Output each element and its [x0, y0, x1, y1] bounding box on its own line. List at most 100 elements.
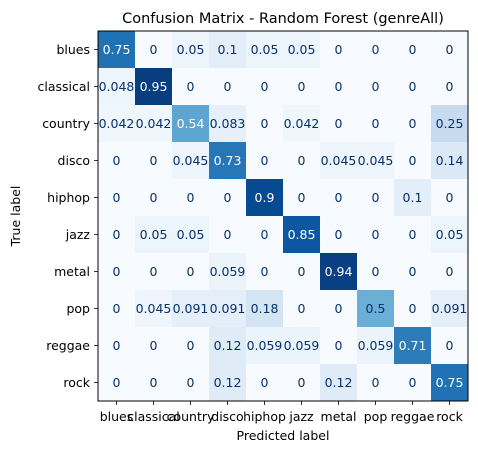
cell-label-8-7: 0.059	[358, 338, 394, 353]
y-tick-label-0: blues	[56, 42, 90, 57]
cell-3-1	[135, 142, 173, 180]
cell-label-8-5: 0.059	[284, 338, 320, 353]
cell-label-5-4: 0	[261, 227, 269, 242]
cell-label-4-3: 0	[224, 190, 232, 205]
cell-label-5-8: 0	[409, 227, 417, 242]
cell-label-1-0: 0.048	[99, 79, 135, 94]
cell-label-6-7: 0	[372, 264, 380, 279]
cell-label-8-3: 0.12	[214, 338, 242, 353]
cell-7-4	[246, 290, 284, 328]
cell-label-1-3: 0	[224, 79, 232, 94]
cell-label-7-3: 0.091	[210, 301, 246, 316]
y-tick-label-6: metal	[54, 264, 90, 279]
cell-label-3-4: 0	[261, 153, 269, 168]
x-tick-label-1: classical	[127, 409, 180, 424]
plot-frame	[97, 30, 469, 402]
cell-label-3-8: 0	[409, 153, 417, 168]
x-tick-label-6: metal	[321, 409, 357, 424]
cell-6-4	[246, 253, 284, 291]
cell-label-8-9: 0	[446, 338, 454, 353]
cell-5-3	[209, 216, 247, 254]
cell-label-6-3: 0.059	[210, 264, 246, 279]
cell-label-3-5: 0	[298, 153, 306, 168]
cell-label-7-2: 0.091	[173, 301, 209, 316]
cell-label-4-7: 0	[372, 190, 380, 205]
x-tick-label-0: blues	[100, 409, 134, 424]
cell-1-4	[246, 68, 284, 106]
cell-3-4	[246, 142, 284, 180]
cell-label-5-6: 0	[335, 227, 343, 242]
cell-label-5-2: 0.05	[177, 227, 205, 242]
cell-label-9-9: 0.75	[436, 375, 464, 390]
y-tick-label-3: disco	[58, 153, 90, 168]
cell-label-7-5: 0	[298, 301, 306, 316]
cell-label-4-0: 0	[113, 190, 121, 205]
cell-2-9	[431, 105, 469, 143]
cell-label-3-7: 0.045	[358, 153, 394, 168]
cell-5-9	[431, 216, 469, 254]
cell-4-8	[394, 179, 432, 217]
cell-label-7-8: 0	[409, 301, 417, 316]
cell-label-0-6: 0	[335, 42, 343, 57]
y-axis: blues classical country disco hiphop jazz meta…	[37, 42, 98, 390]
cell-label-4-4: 0.9	[255, 190, 275, 205]
cell-0-4	[246, 31, 284, 69]
y-tick-label-9: rock	[63, 375, 90, 390]
cell-1-0	[98, 68, 136, 106]
y-tick-label-4: hiphop	[47, 190, 90, 205]
cell-label-5-0: 0	[113, 227, 121, 242]
cell-6-1	[135, 253, 173, 291]
cell-0-9	[431, 31, 469, 69]
cell-8-8	[394, 327, 432, 365]
cell-6-0	[98, 253, 136, 291]
cell-label-1-6: 0	[335, 79, 343, 94]
cell-4-6	[320, 179, 358, 217]
cell-4-2	[172, 179, 210, 217]
cell-2-5	[283, 105, 321, 143]
cell-label-9-4: 0	[261, 375, 269, 390]
cell-7-8	[394, 290, 432, 328]
cell-9-3	[209, 364, 247, 402]
cell-label-1-9: 0	[446, 79, 454, 94]
cell-4-3	[209, 179, 247, 217]
cell-label-3-6: 0.045	[321, 153, 357, 168]
cell-label-8-6: 0	[335, 338, 343, 353]
cell-label-6-1: 0	[150, 264, 158, 279]
chart-title: Confusion Matrix - Random Forest (genreA…	[122, 11, 444, 27]
cell-3-9	[431, 142, 469, 180]
cell-3-8	[394, 142, 432, 180]
cell-8-7	[357, 327, 395, 365]
cell-label-2-8: 0	[409, 116, 417, 131]
cell-label-7-9: 0.091	[432, 301, 468, 316]
cell-label-5-7: 0	[372, 227, 380, 242]
cell-label-9-3: 0.12	[214, 375, 242, 390]
y-axis-label: True label	[8, 186, 23, 248]
cell-label-3-2: 0.045	[173, 153, 209, 168]
cell-9-6	[320, 364, 358, 402]
cell-1-7	[357, 68, 395, 106]
cell-label-0-4: 0.05	[251, 42, 279, 57]
cell-label-5-5: 0.85	[288, 227, 316, 242]
x-axis-label: Predicted label	[237, 428, 330, 443]
cell-5-1	[135, 216, 173, 254]
heatmap-cells: 0.75 0 0.05 0.1 0.05 0.05 0 0 0 00.048 0.95 0 0 0 0 0 0 0…	[98, 31, 469, 402]
x-tick-label-7: pop	[364, 409, 388, 424]
cell-7-0	[98, 290, 136, 328]
cell-label-3-0: 0	[113, 153, 121, 168]
cell-0-8	[394, 31, 432, 69]
cell-label-6-9: 0	[446, 264, 454, 279]
cell-6-9	[431, 253, 469, 291]
cell-label-0-0: 0.75	[103, 42, 131, 57]
x-tick-label-2: country	[167, 409, 215, 424]
cell-label-6-5: 0	[298, 264, 306, 279]
cell-label-2-0: 0.042	[99, 116, 135, 131]
cell-label-9-0: 0	[113, 375, 121, 390]
cell-label-4-8: 0.1	[403, 190, 423, 205]
cell-label-4-1: 0	[150, 190, 158, 205]
cell-5-4	[246, 216, 284, 254]
cell-label-9-2: 0	[187, 375, 195, 390]
x-tick-label-9: rock	[436, 409, 463, 424]
cell-7-7	[357, 290, 395, 328]
cell-1-5	[283, 68, 321, 106]
cell-4-7	[357, 179, 395, 217]
